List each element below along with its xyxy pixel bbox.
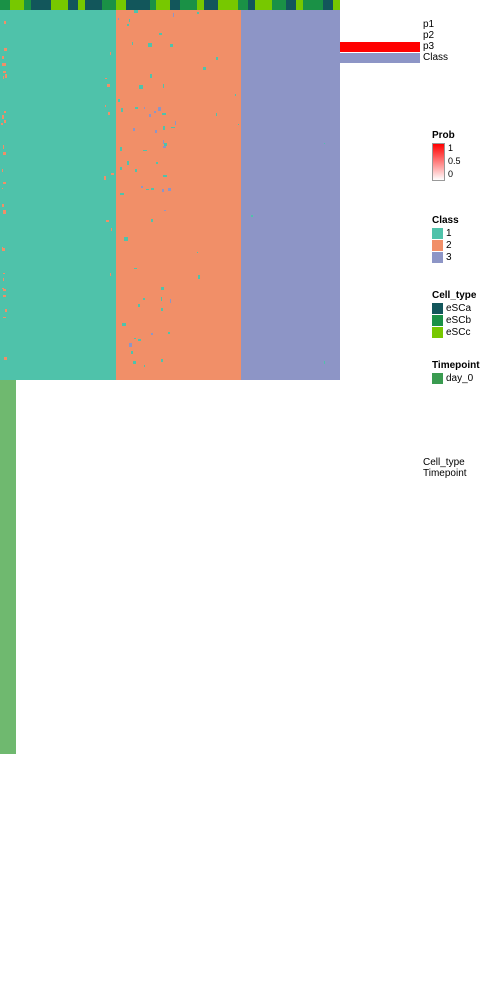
legend-timepoint: Timepointday_0 [432,360,480,385]
anno-label-p2: p2 [423,30,434,41]
sidebar-inner [0,380,16,754]
anno-label-timepoint: Timepoint [423,468,467,479]
anno-label-cell_type: Cell_type [423,457,465,468]
anno-label-p3: p3 [423,41,434,52]
heatmap-body [0,754,340,1008]
chart-container: membership heatmap, k = 3 p1p2p3Class 50… [0,0,504,504]
anno-label-p1: p1 [423,19,434,30]
legend-prob: Prob10.50 [432,130,461,181]
legend-class: Class123 [432,215,459,264]
anno-label-class: Class [423,52,448,63]
legend-celltype: Cell_typeeSCaeSCbeSCc [432,290,476,339]
